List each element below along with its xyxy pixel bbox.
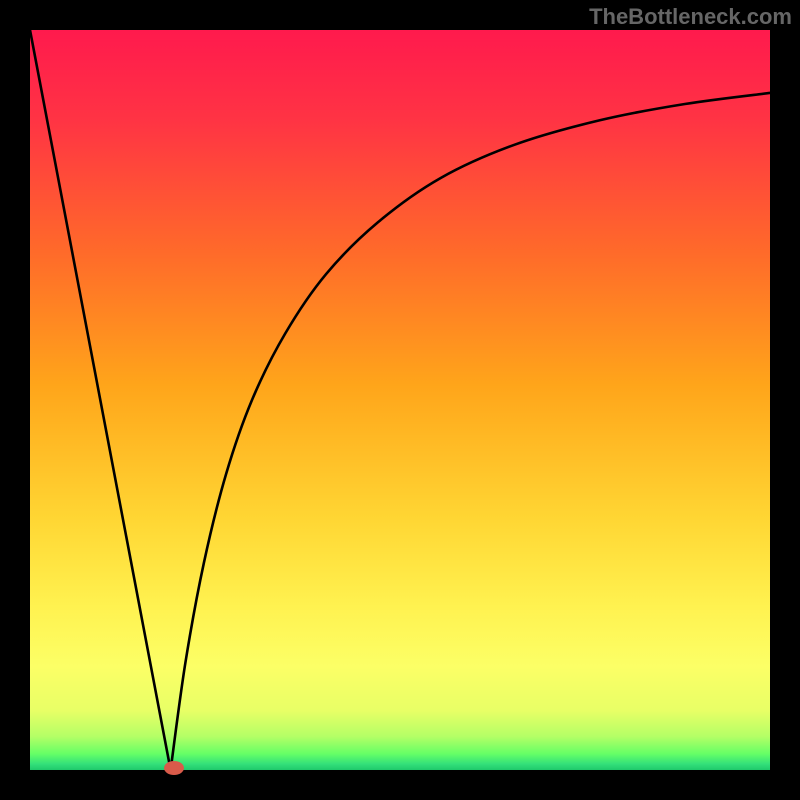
plot-area: [30, 30, 770, 770]
optimum-marker: [164, 761, 184, 775]
chart-container: TheBottleneck.com: [0, 0, 800, 800]
bottleneck-chart-svg: [30, 30, 770, 770]
watermark-text: TheBottleneck.com: [589, 4, 792, 30]
gradient-background: [30, 30, 770, 770]
